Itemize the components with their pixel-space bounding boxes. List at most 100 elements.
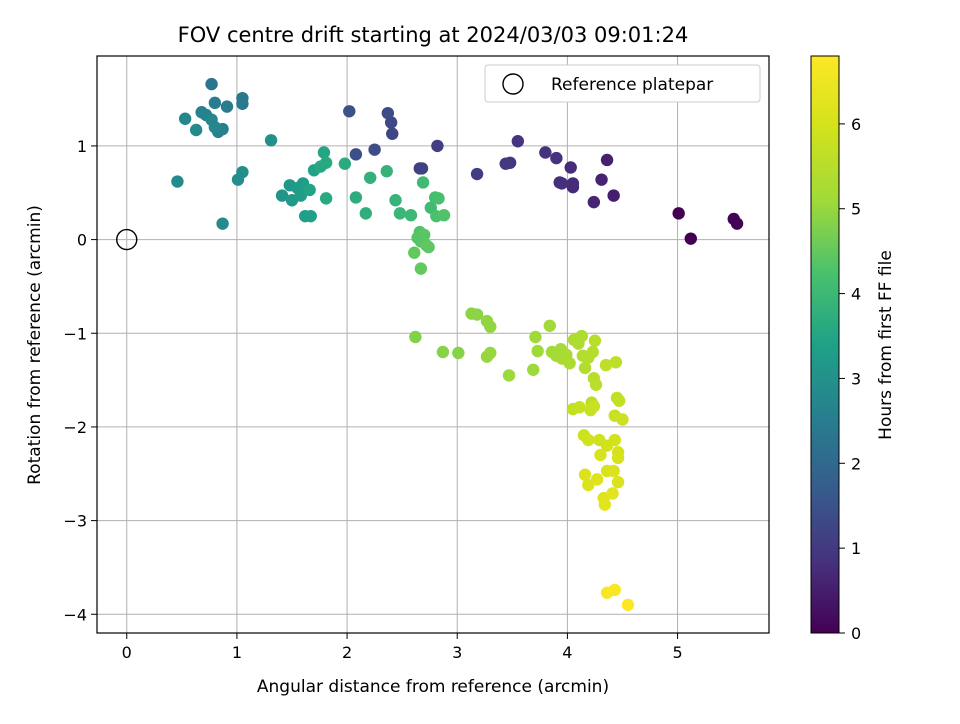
data-point bbox=[409, 330, 422, 344]
data-point bbox=[317, 146, 331, 159]
data-point bbox=[408, 246, 421, 259]
y-axis-ticks: 1 0 −1 −2 −3 −4 bbox=[63, 137, 97, 624]
data-point bbox=[595, 173, 608, 186]
data-point bbox=[511, 135, 525, 148]
data-point bbox=[417, 228, 431, 242]
data-point bbox=[499, 157, 512, 170]
data-point bbox=[319, 156, 333, 169]
data-point bbox=[539, 146, 552, 159]
data-point bbox=[573, 401, 586, 414]
colorbar: 0 1 2 3 4 5 6 Hours from first FF file bbox=[810, 55, 896, 643]
data-point bbox=[672, 207, 685, 220]
y-tick-label: −1 bbox=[63, 324, 87, 343]
data-point bbox=[264, 134, 278, 147]
data-point bbox=[470, 308, 484, 321]
colorbar-tick-label: 0 bbox=[851, 624, 861, 643]
data-point bbox=[436, 345, 450, 359]
y-tick-label: −2 bbox=[63, 418, 87, 437]
data-point bbox=[594, 448, 607, 462]
data-point bbox=[590, 473, 604, 486]
data-point bbox=[612, 394, 626, 407]
x-axis-ticks: 0 1 2 3 4 5 bbox=[122, 633, 683, 662]
data-point bbox=[606, 487, 619, 500]
colorbar-tick-label: 2 bbox=[851, 454, 861, 473]
data-point bbox=[586, 345, 599, 359]
legend-label-reference-platepar: Reference platepar bbox=[551, 75, 713, 95]
data-point bbox=[543, 319, 556, 332]
legend-marker-reference bbox=[502, 73, 524, 95]
data-point bbox=[275, 189, 289, 202]
colorbar-tick-label: 6 bbox=[851, 115, 861, 134]
data-point bbox=[684, 232, 697, 245]
x-axis-label: Angular distance from reference (arcmin) bbox=[257, 677, 609, 697]
data-point bbox=[359, 207, 372, 220]
data-point bbox=[338, 157, 352, 170]
data-point bbox=[452, 346, 465, 360]
data-point bbox=[608, 433, 621, 447]
data-point bbox=[555, 177, 569, 190]
x-tick-label: 3 bbox=[452, 643, 462, 662]
data-point bbox=[616, 413, 629, 426]
x-tick-label: 1 bbox=[232, 643, 242, 662]
data-point bbox=[205, 77, 218, 91]
data-point bbox=[414, 262, 428, 275]
data-point bbox=[621, 598, 635, 612]
data-point bbox=[349, 148, 363, 161]
data-point bbox=[343, 105, 356, 118]
data-point bbox=[587, 195, 601, 209]
data-points bbox=[116, 77, 744, 612]
legend: Reference platepar bbox=[484, 64, 761, 103]
data-point bbox=[364, 171, 377, 184]
data-point bbox=[386, 127, 399, 140]
data-point bbox=[208, 96, 222, 110]
data-point bbox=[484, 346, 497, 360]
data-point bbox=[437, 209, 451, 222]
data-point bbox=[470, 167, 484, 181]
data-point bbox=[236, 97, 249, 110]
data-point bbox=[611, 451, 625, 465]
y-tick-label: 0 bbox=[77, 231, 87, 250]
data-point bbox=[589, 378, 603, 391]
data-point bbox=[599, 358, 613, 372]
data-point bbox=[178, 112, 192, 125]
x-tick-label: 4 bbox=[562, 643, 572, 662]
y-tick-label: −3 bbox=[63, 512, 87, 531]
colorbar-gradient bbox=[810, 55, 840, 634]
data-point bbox=[529, 330, 542, 344]
data-point bbox=[415, 162, 429, 175]
data-point bbox=[527, 363, 540, 376]
data-point bbox=[236, 165, 249, 179]
data-point bbox=[422, 240, 435, 254]
data-point bbox=[502, 369, 516, 382]
data-point bbox=[303, 183, 316, 197]
data-point bbox=[319, 192, 333, 205]
data-point bbox=[304, 209, 317, 223]
colorbar-tick-label: 3 bbox=[851, 369, 861, 388]
reference-platepar-marker bbox=[116, 228, 138, 251]
data-point bbox=[572, 337, 585, 350]
plot-area-frame bbox=[96, 55, 770, 634]
data-point bbox=[531, 344, 544, 358]
data-point bbox=[582, 478, 595, 492]
data-point bbox=[431, 139, 444, 153]
data-point bbox=[566, 177, 580, 190]
data-point bbox=[389, 194, 402, 207]
data-point bbox=[189, 123, 203, 137]
chart-title: FOV centre drift starting at 2024/03/03 … bbox=[178, 23, 689, 47]
data-point bbox=[563, 357, 576, 370]
data-point bbox=[171, 175, 184, 188]
data-point bbox=[220, 100, 234, 113]
data-point bbox=[550, 151, 563, 165]
y-axis-label: Rotation from reference (arcmin) bbox=[25, 205, 45, 485]
data-point bbox=[600, 153, 614, 167]
data-point bbox=[349, 191, 363, 204]
data-point bbox=[484, 320, 497, 333]
data-point bbox=[380, 165, 393, 178]
x-tick-label: 0 bbox=[122, 643, 132, 662]
data-point bbox=[608, 583, 621, 597]
data-point bbox=[607, 464, 620, 478]
colorbar-label: Hours from first FF file bbox=[876, 250, 896, 440]
grid-lines bbox=[97, 56, 769, 633]
x-tick-label: 2 bbox=[342, 643, 352, 662]
